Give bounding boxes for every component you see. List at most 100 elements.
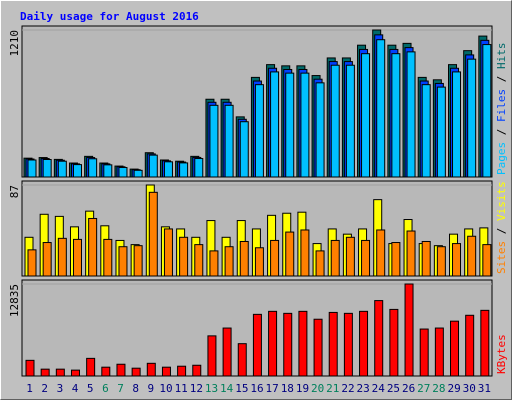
bar <box>57 237 67 277</box>
x-tick-label: 15 <box>235 382 248 395</box>
bar <box>103 238 113 277</box>
bar <box>467 58 477 178</box>
bar <box>315 250 325 277</box>
legend-entry: KBytes <box>495 334 508 374</box>
bar <box>118 246 128 277</box>
bar <box>194 244 204 277</box>
bar <box>146 362 156 377</box>
bar <box>103 164 113 178</box>
bar <box>421 84 431 178</box>
bar <box>361 53 371 178</box>
bar <box>313 318 323 377</box>
x-tick-label: 3 <box>57 382 64 395</box>
bar <box>148 191 158 277</box>
bar <box>237 343 247 377</box>
bar <box>209 104 219 178</box>
bar <box>252 313 262 377</box>
bar <box>421 240 431 277</box>
bar <box>391 242 401 277</box>
bar <box>116 363 126 377</box>
bar <box>42 242 52 277</box>
bar <box>72 164 82 178</box>
bar <box>57 160 67 178</box>
x-tick-label: 9 <box>148 382 155 395</box>
bar <box>224 104 234 178</box>
x-tick-label: 23 <box>357 382 370 395</box>
x-tick-label: 8 <box>132 382 139 395</box>
bar <box>239 240 249 277</box>
bar <box>163 228 173 277</box>
bar <box>452 243 462 277</box>
bar <box>406 51 416 178</box>
bar <box>343 312 353 377</box>
x-tick-label: 16 <box>250 382 263 395</box>
bar <box>55 368 65 377</box>
x-tick-label: 29 <box>447 382 460 395</box>
x-tick-label: 10 <box>159 382 172 395</box>
x-tick-label: 18 <box>281 382 294 395</box>
bar <box>179 236 189 277</box>
bar <box>467 235 477 277</box>
bar <box>179 162 189 178</box>
bar <box>161 366 171 377</box>
bar <box>330 239 340 277</box>
bar <box>148 154 158 178</box>
bar <box>450 320 460 377</box>
bar <box>300 229 310 277</box>
bar <box>376 39 386 178</box>
legend-separator: / <box>495 221 508 241</box>
x-tick-label: 22 <box>341 382 354 395</box>
x-tick-label: 24 <box>372 382 386 395</box>
x-tick-label: 1 <box>26 382 33 395</box>
x-tick-label: 14 <box>220 382 234 395</box>
bar <box>436 86 446 178</box>
bar <box>436 246 446 277</box>
bar <box>133 169 143 178</box>
bar <box>239 121 249 178</box>
bar <box>131 367 141 377</box>
bar <box>72 238 82 277</box>
x-tick-label: 25 <box>387 382 400 395</box>
bar <box>359 310 369 377</box>
bar <box>25 359 35 377</box>
bar <box>406 230 416 277</box>
bar <box>285 231 295 277</box>
x-tick-label: 17 <box>266 382 279 395</box>
bar <box>192 364 202 377</box>
x-tick-label: 20 <box>311 382 324 395</box>
bar <box>480 309 490 377</box>
legend-entry: Pages <box>495 142 508 175</box>
x-tick-label: 2 <box>41 382 48 395</box>
bar <box>328 311 338 377</box>
bar <box>374 300 384 377</box>
legend-entry: Sites <box>495 241 508 274</box>
x-tick-label: 13 <box>205 382 218 395</box>
x-tick-label: 5 <box>87 382 94 395</box>
bar <box>361 239 371 277</box>
bar <box>88 217 98 277</box>
x-tick-label: 12 <box>190 382 203 395</box>
bar <box>270 239 280 277</box>
bar <box>452 71 462 178</box>
bar <box>254 84 264 178</box>
x-tick-label: 30 <box>463 382 476 395</box>
bar <box>86 357 96 377</box>
bar <box>101 366 111 377</box>
bar <box>209 250 219 277</box>
bar <box>300 72 310 178</box>
bar <box>434 327 444 377</box>
bar <box>345 64 355 178</box>
bar <box>254 247 264 277</box>
bar <box>482 244 492 277</box>
x-tick-label: 19 <box>296 382 309 395</box>
bar <box>285 72 295 178</box>
bar <box>133 245 143 277</box>
bar <box>70 369 80 377</box>
bar <box>42 159 52 178</box>
legend-separator: / <box>495 122 508 142</box>
bar <box>268 310 278 377</box>
bar <box>40 368 50 377</box>
